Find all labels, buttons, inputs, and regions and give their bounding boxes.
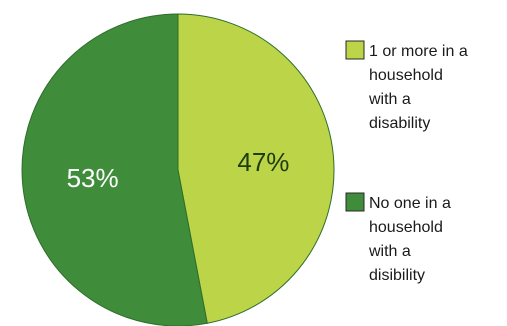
legend-item-no-one-in-a-household-with-a-disibility: No one in a household with a disibility [345,192,451,284]
pie-slice-labels: 47% 53% [67,147,290,193]
pie-slices [21,13,335,326]
legend-label: No one in a household with a disibility [368,195,451,284]
slice-label-1-or-more-in-a-household-with-a-disability: 47% [237,147,289,177]
legend-swatch [345,192,365,212]
pie-slice-no-one-in-a-household-with-a-disibility [21,13,208,326]
slice-label-no-one-in-a-household-with-a-disibility: 53% [67,163,119,193]
legend-swatch [345,40,365,60]
pie-slice-1-or-more-in-a-household-with-a-disability [177,13,335,324]
legend-item-1-or-more-in-a-household-with-a-disability: 1 or more in a household with a disability [345,40,468,132]
legend: 1 or more in a household with a disability N… [345,40,468,284]
legend-label: 1 or more in a household with a disability [368,43,468,132]
